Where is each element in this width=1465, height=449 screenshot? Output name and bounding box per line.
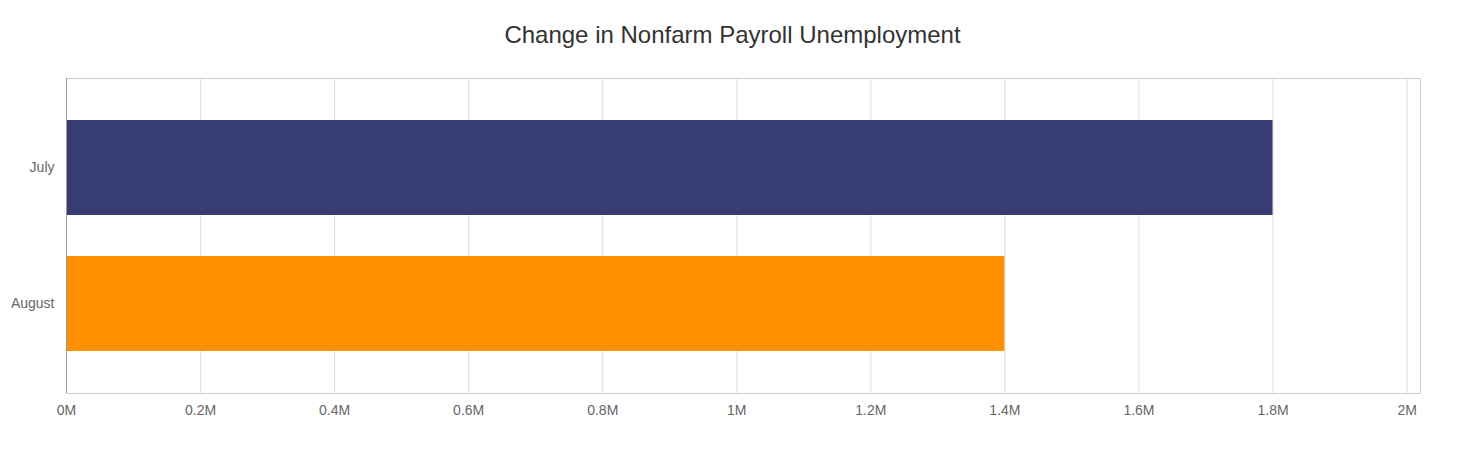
svg-text:0.8M: 0.8M [587,402,618,418]
svg-text:July: July [30,159,55,175]
svg-text:2M: 2M [1397,402,1416,418]
svg-text:1M: 1M [727,402,746,418]
svg-text:0.6M: 0.6M [453,402,484,418]
html-text:Change in Nonfarm Payroll Unem: Change in Nonfarm Payroll Unemployment [504,21,961,48]
svg-text:1.2M: 1.2M [855,402,886,418]
svg-text:0.4M: 0.4M [319,402,350,418]
svg-text:1.6M: 1.6M [1123,402,1154,418]
svg-text:0.2M: 0.2M [185,402,216,418]
svg-text:0M: 0M [57,402,76,418]
svg-text:August: August [11,295,55,311]
svg-text:1.4M: 1.4M [989,402,1020,418]
svg-text:1.8M: 1.8M [1257,402,1288,418]
